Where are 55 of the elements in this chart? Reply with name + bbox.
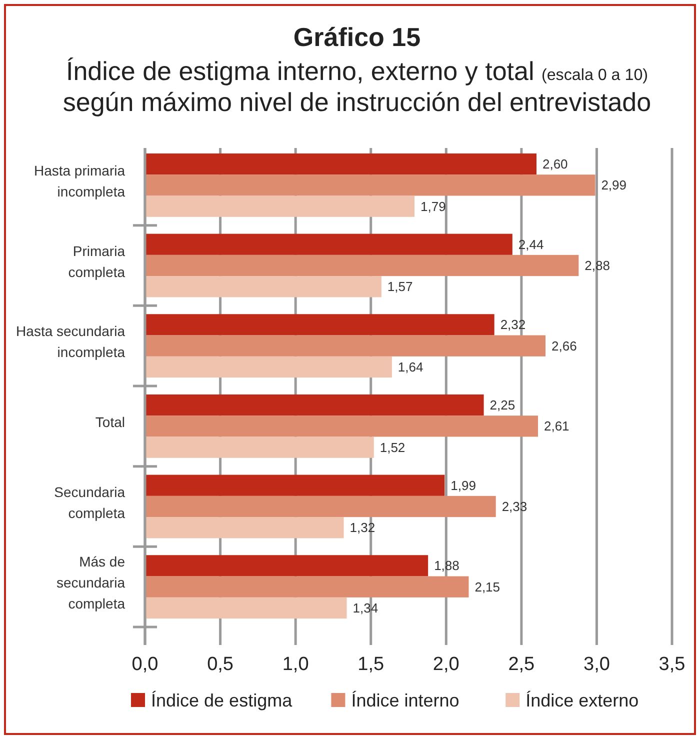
y-tick-label: Total — [95, 414, 125, 430]
bar — [145, 254, 579, 276]
data-label: 1,64 — [398, 360, 424, 375]
bar — [145, 314, 494, 336]
bar — [145, 356, 392, 378]
data-label: 1,32 — [350, 520, 376, 536]
bar — [145, 153, 536, 175]
y-tick-label: Hasta secundaria incompleta — [16, 323, 126, 360]
bar — [145, 196, 415, 217]
bar — [145, 436, 374, 458]
data-label: 2,33 — [502, 499, 528, 514]
bar — [145, 555, 428, 576]
data-label: 1,52 — [380, 440, 406, 455]
data-label: 1,79 — [420, 198, 446, 214]
bar — [145, 576, 469, 598]
bar — [145, 174, 596, 196]
data-label: 2,44 — [518, 236, 544, 252]
data-label: 1,99 — [450, 478, 476, 493]
data-label: 2,66 — [552, 338, 577, 354]
x-tick-label: 3,5 — [658, 654, 686, 675]
y-tick-label: Primaria completa — [68, 242, 126, 280]
x-tick-label: 0,5 — [207, 654, 234, 675]
data-label: 1,57 — [387, 279, 413, 294]
x-tick-label: 2,5 — [508, 654, 535, 675]
bar — [145, 335, 546, 356]
data-label: 2,99 — [601, 178, 627, 193]
bar — [145, 394, 484, 416]
data-label: 1,88 — [434, 558, 460, 574]
data-label: 2,88 — [584, 258, 610, 274]
bar — [145, 496, 496, 518]
bar — [145, 416, 538, 437]
bar — [145, 474, 445, 496]
bar — [145, 276, 382, 298]
bar — [145, 517, 344, 538]
data-label: 2,25 — [490, 398, 516, 413]
x-tick-label: 2,0 — [432, 654, 460, 675]
chart-title: Gráfico 15 — [293, 22, 421, 52]
data-label: 1,34 — [352, 600, 378, 616]
data-label: 2,61 — [544, 418, 570, 434]
data-label: 2,60 — [542, 156, 568, 172]
x-tick-label: 1,5 — [358, 654, 384, 675]
data-label: 2,32 — [500, 317, 526, 332]
chart-subtitle: Índice de estigma interno, externo y total (escala 0 a 10) según máximo nivel de instrucción del entrevistado — [62, 56, 652, 117]
x-tick-label: 3,0 — [584, 654, 610, 675]
legend-label: Índice interno — [351, 690, 460, 710]
legend-label: Índice externo — [526, 690, 639, 710]
y-tick-label: Hasta primaria incompleta — [34, 162, 126, 200]
bar — [145, 234, 512, 255]
legend-label: Índice de estigma — [151, 690, 294, 710]
data-label: 2,15 — [474, 579, 500, 594]
x-tick-label: 1,0 — [282, 654, 309, 675]
y-tick-label: Más de secundaria completa — [56, 554, 126, 612]
x-tick-label: 0,0 — [132, 654, 158, 675]
y-tick-label: Secundaria completa — [54, 484, 126, 521]
bar — [145, 597, 347, 619]
